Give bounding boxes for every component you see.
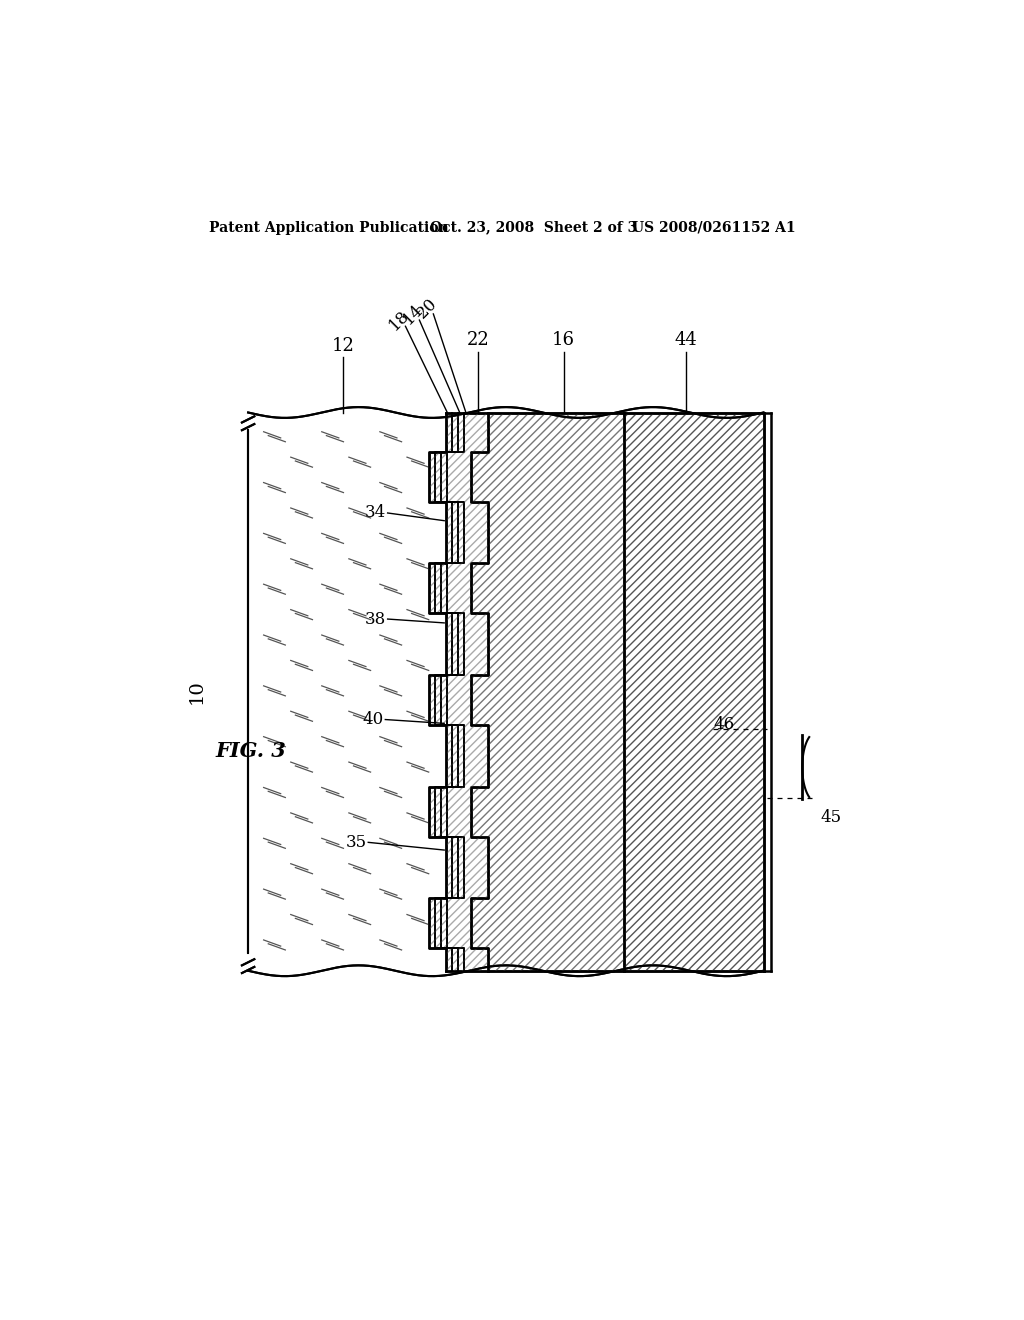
Text: 35: 35 xyxy=(345,834,367,851)
Polygon shape xyxy=(624,412,764,970)
Text: 44: 44 xyxy=(675,331,697,350)
Text: FIG. 3: FIG. 3 xyxy=(216,742,287,762)
Text: 38: 38 xyxy=(365,611,386,627)
Text: 20: 20 xyxy=(414,294,441,322)
Text: 10: 10 xyxy=(187,678,206,704)
Text: Oct. 23, 2008  Sheet 2 of 3: Oct. 23, 2008 Sheet 2 of 3 xyxy=(430,220,638,235)
Text: 18: 18 xyxy=(386,306,413,334)
Polygon shape xyxy=(471,412,624,970)
Text: 34: 34 xyxy=(365,504,386,521)
Text: 46: 46 xyxy=(713,717,734,733)
Text: 40: 40 xyxy=(362,711,384,729)
Text: 12: 12 xyxy=(332,337,355,355)
Text: US 2008/0261152 A1: US 2008/0261152 A1 xyxy=(632,220,796,235)
Text: 16: 16 xyxy=(552,331,575,350)
Text: Patent Application Publication: Patent Application Publication xyxy=(209,220,449,235)
Text: 14: 14 xyxy=(399,301,427,327)
Text: 45: 45 xyxy=(820,809,841,826)
Text: 22: 22 xyxy=(467,331,489,350)
Polygon shape xyxy=(429,412,488,970)
